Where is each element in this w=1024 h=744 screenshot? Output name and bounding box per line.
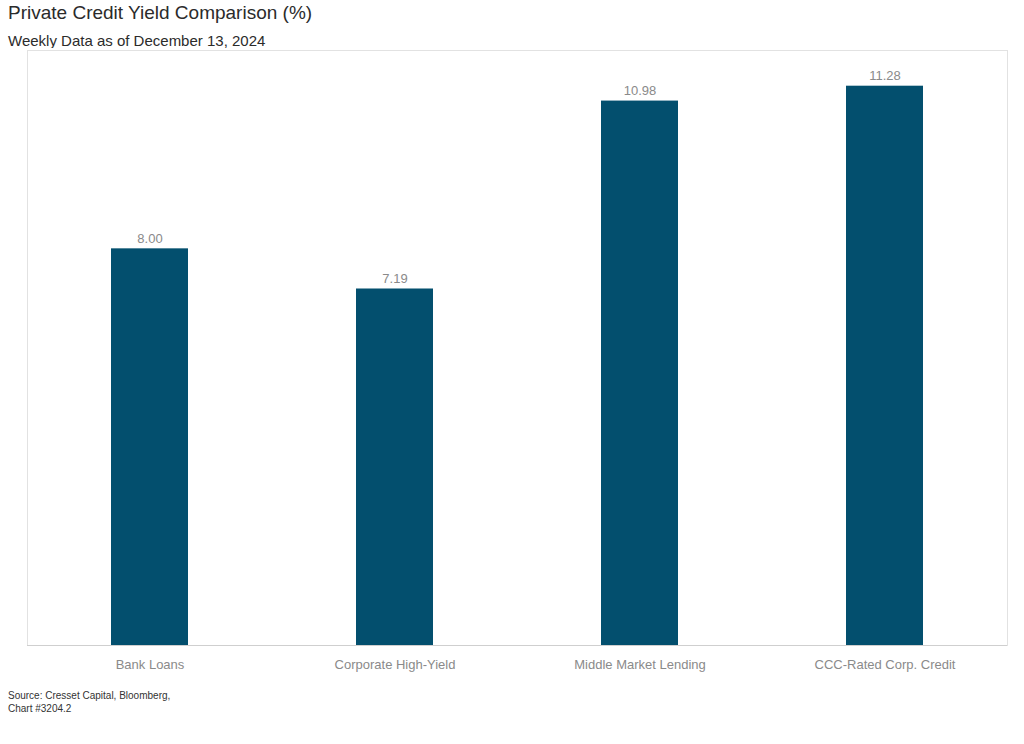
svg-text:Corporate High-Yield: Corporate High-Yield <box>335 657 456 672</box>
svg-text:8.00: 8.00 <box>137 231 162 246</box>
svg-text:CCC-Rated Corp. Credit: CCC-Rated Corp. Credit <box>815 657 956 672</box>
html-text:Chart #3204.2: Chart #3204.2 <box>8 703 72 714</box>
svg-text:7.19: 7.19 <box>382 271 407 286</box>
html-text:Private Credit Yield Compariso: Private Credit Yield Comparison (%) <box>8 2 313 23</box>
html-text:Source: Cresset Capital, Bloom: Source: Cresset Capital, Bloomberg, <box>8 690 171 701</box>
svg-text:11.28: 11.28 <box>869 68 901 83</box>
svg-text:Middle Market Lending: Middle Market Lending <box>574 657 706 672</box>
svg-text:10.98: 10.98 <box>624 83 657 98</box>
html-text:Weekly Data as of December 13,: Weekly Data as of December 13, 2024 <box>8 32 266 49</box>
svg-text:Bank Loans: Bank Loans <box>116 657 185 672</box>
